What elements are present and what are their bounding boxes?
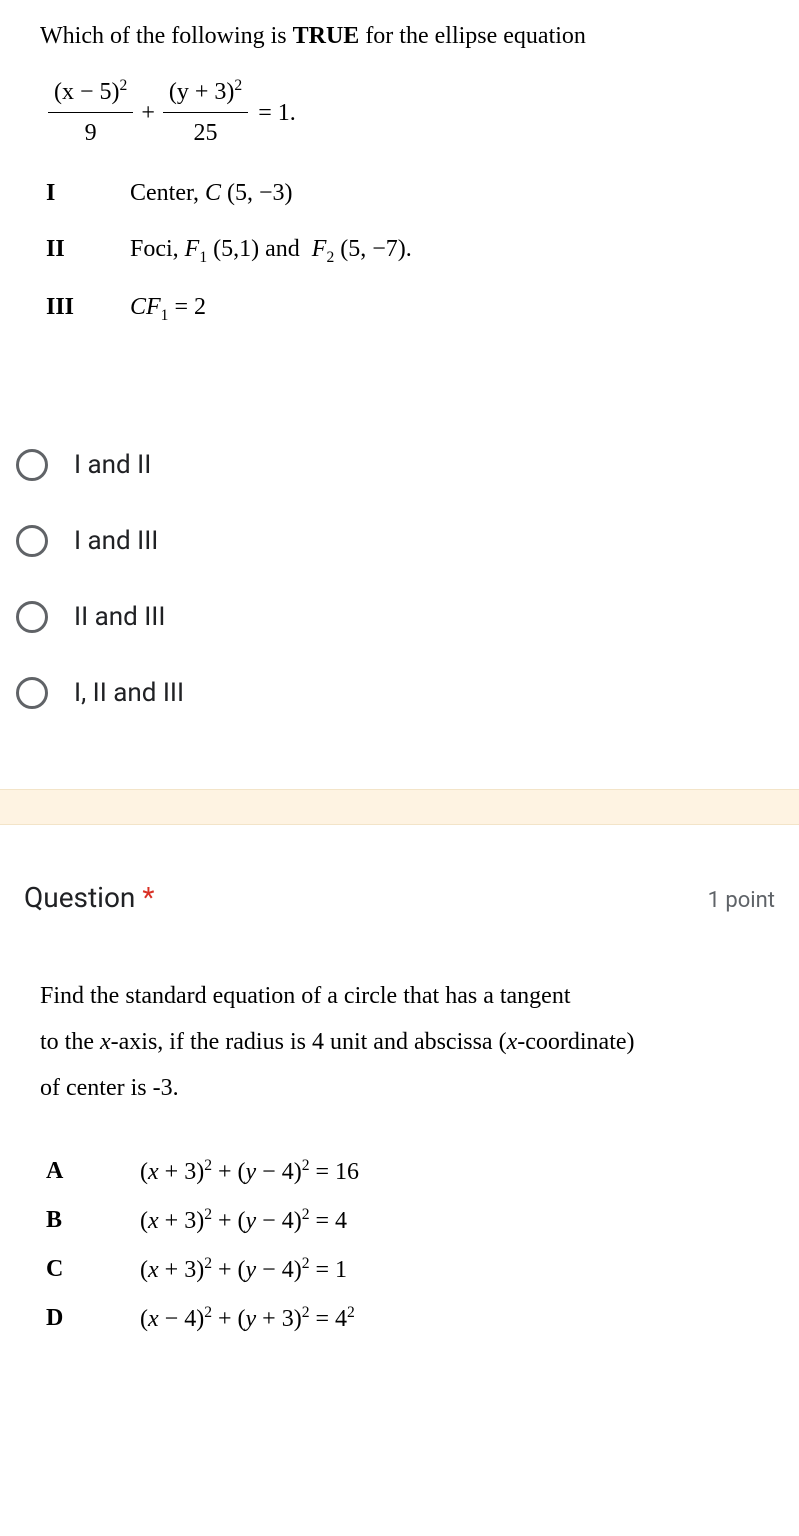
statement-text: Foci, F1 (5,1) and F2 (5, −7). (130, 231, 412, 269)
frac1-den: 9 (79, 113, 103, 151)
option-row[interactable]: I and III (16, 525, 783, 557)
option-label: II and III (74, 602, 165, 632)
answer-label: B (40, 1207, 140, 1234)
option-label: I, II and III (74, 678, 184, 708)
answer-label: A (40, 1158, 140, 1185)
answer-equation: (x + 3)2 + (y − 4)2 = 1 (140, 1255, 347, 1284)
option-row[interactable]: II and III (16, 601, 783, 633)
answer-equation: (x + 3)2 + (y − 4)2 = 4 (140, 1206, 347, 1235)
radio-icon[interactable] (16, 601, 48, 633)
q2-body-line: to the x-axis, if the radius is 4 unit a… (40, 1020, 759, 1066)
option-label: I and II (74, 450, 151, 480)
frac2-num-base: (y + 3) (169, 79, 235, 105)
answer-row: D(x − 4)2 + (y + 3)2 = 42 (40, 1304, 759, 1333)
answer-label: D (40, 1305, 140, 1332)
q1-options: I and II I and III II and III I, II and III (0, 377, 799, 789)
eq-rhs: = 1. (258, 95, 296, 131)
answer-label: C (40, 1256, 140, 1283)
radio-icon[interactable] (16, 449, 48, 481)
q2-title-text: Question (24, 881, 135, 914)
option-row[interactable]: I and II (16, 449, 783, 481)
q1-prompt-prefix: Which of the following is (40, 23, 293, 49)
q1-body: Which of the following is TRUE for the e… (0, 0, 799, 377)
q1-prompt-bold: TRUE (293, 23, 360, 49)
section-divider (0, 789, 799, 825)
statement-label: II (40, 231, 130, 267)
answer-row: B(x + 3)2 + (y − 4)2 = 4 (40, 1206, 759, 1235)
statement-row: IIICF1 = 2 (40, 289, 759, 327)
answer-row: A(x + 3)2 + (y − 4)2 = 16 (40, 1157, 759, 1186)
plus-sign: + (141, 95, 155, 131)
statement-row: ICenter, C (5, −3) (40, 175, 759, 211)
statement-label: I (40, 175, 130, 211)
statement-row: IIFoci, F1 (5,1) and F2 (5, −7). (40, 231, 759, 269)
frac2-den: 25 (188, 113, 224, 151)
q1-equation: (x − 5)2 9 + (y + 3)2 25 = 1. (46, 74, 759, 151)
q2-body-line: of center is -3. (40, 1066, 759, 1112)
frac1-num-base: (x − 5) (54, 79, 120, 105)
answer-equation: (x + 3)2 + (y − 4)2 = 16 (140, 1157, 359, 1186)
statement-label: III (40, 289, 130, 325)
radio-icon[interactable] (16, 677, 48, 709)
q1-prompt-suffix: for the ellipse equation (359, 23, 586, 49)
statement-text: CF1 = 2 (130, 289, 206, 327)
statement-text: Center, C (5, −3) (130, 175, 293, 211)
q1-statements: ICenter, C (5, −3)IIFoci, F1 (5,1) and F… (40, 175, 759, 327)
answer-row: C(x + 3)2 + (y − 4)2 = 1 (40, 1255, 759, 1284)
q2-body: Find the standard equation of a circle t… (0, 934, 799, 1121)
radio-icon[interactable] (16, 525, 48, 557)
q2-answers: A(x + 3)2 + (y − 4)2 = 16B(x + 3)2 + (y … (0, 1121, 799, 1333)
option-label: I and III (74, 526, 158, 556)
answer-equation: (x − 4)2 + (y + 3)2 = 42 (140, 1304, 355, 1333)
q1-prompt: Which of the following is TRUE for the e… (40, 18, 759, 54)
frac-2: (y + 3)2 25 (163, 74, 248, 151)
q2-body-line: Find the standard equation of a circle t… (40, 974, 759, 1020)
q2-header: Question * 1 point (0, 825, 799, 934)
frac-1: (x − 5)2 9 (48, 74, 133, 151)
q2-points: 1 point (708, 888, 775, 913)
required-mark: * (142, 881, 154, 914)
q2-title: Question * (24, 881, 154, 914)
option-row[interactable]: I, II and III (16, 677, 783, 709)
